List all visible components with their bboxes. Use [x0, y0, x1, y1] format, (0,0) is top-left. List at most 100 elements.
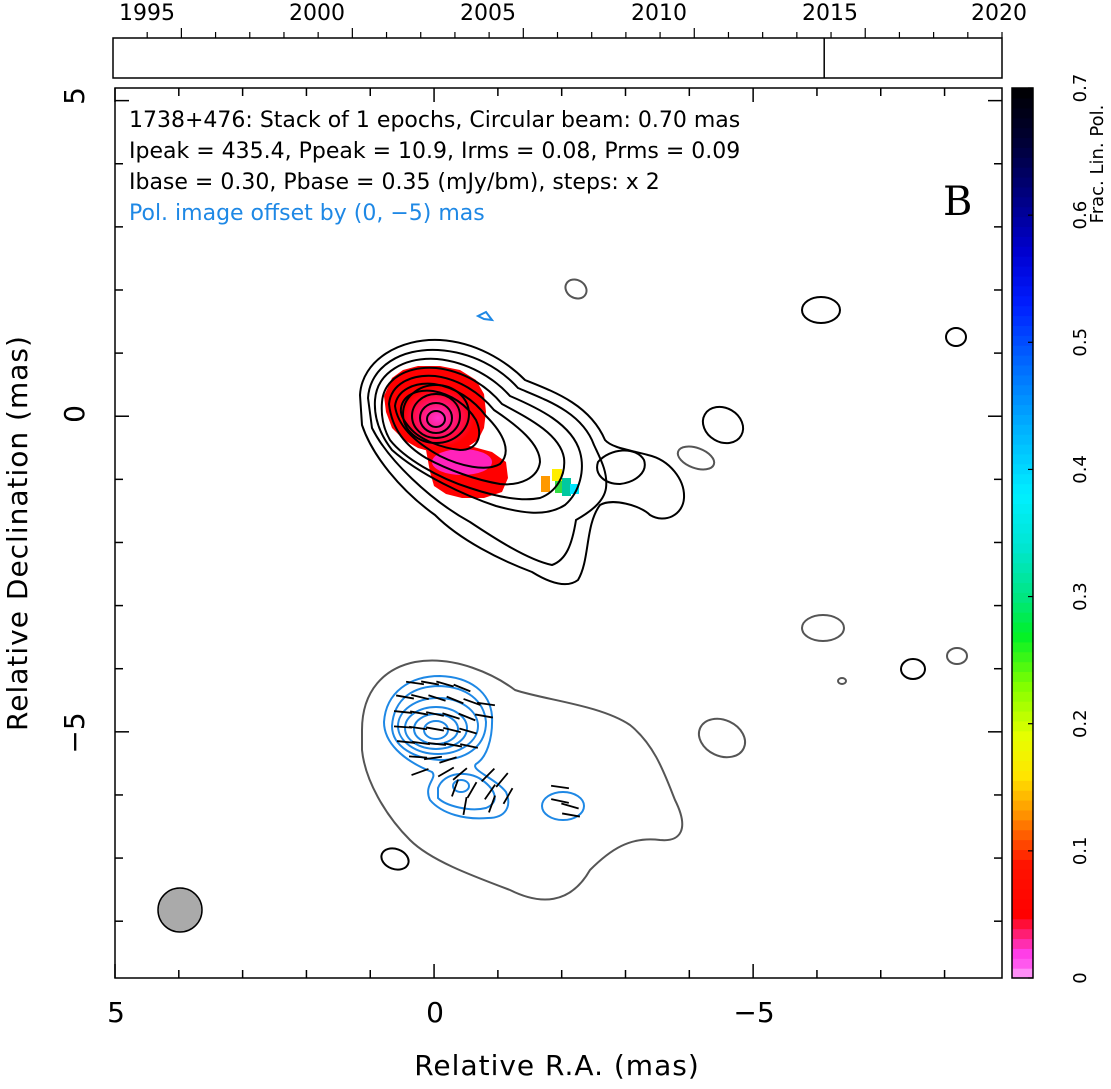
colorbar-band [1012, 661, 1033, 673]
colorbar-band [1012, 473, 1033, 485]
evpa-stick [488, 795, 496, 813]
colorbar-tick-label: 0.4 [1070, 455, 1091, 484]
colorbar-band [1012, 364, 1033, 376]
colorbar-band [1012, 958, 1033, 969]
pol-contour [541, 791, 585, 821]
colorbar-band [1012, 720, 1033, 732]
colorbar-band [1012, 97, 1033, 109]
colorbar-band [1012, 305, 1033, 317]
evpa-stick [405, 680, 425, 686]
colorbar-band [1012, 88, 1033, 99]
colorbar-band [1012, 315, 1033, 326]
timeline-year-2015: 2015 [802, 1, 858, 26]
header-line-3: Ibase = 0.30, Pbase = 0.35 (mJy/bm), ste… [129, 170, 660, 195]
evpa-stick [466, 781, 478, 799]
colorbar-band [1012, 938, 1033, 949]
y-axis-label: Relative Declination (mas) [1, 335, 34, 731]
colorbar-band [1012, 196, 1033, 208]
y-tick-label-5: 5 [58, 87, 91, 105]
evpa-stick [463, 698, 481, 706]
colorbar-gradient [1012, 88, 1033, 979]
evpa-stick [408, 755, 428, 759]
stokes-i-contour [380, 366, 566, 501]
evpa-stick [411, 740, 431, 746]
evpa-stick [393, 725, 413, 729]
colorbar-band [1012, 572, 1033, 584]
stokes-i-contour [373, 357, 583, 514]
timeline-year-2020: 2020 [971, 1, 1027, 26]
stokes-i-island [945, 327, 967, 347]
colorbar-band [1012, 612, 1033, 623]
colorbar-band [1012, 384, 1033, 396]
lowest-contour-island [676, 445, 716, 471]
colorbar-band [1012, 651, 1033, 663]
colorbar-band [1012, 968, 1033, 979]
colorbar-band [1012, 483, 1033, 495]
colorbar-band [1012, 216, 1033, 228]
evpa-stick [452, 767, 468, 781]
lowest-contour-island [801, 614, 845, 642]
evpa-stick [395, 694, 415, 700]
evpa-stick [437, 766, 455, 778]
lowest-contour-island [697, 717, 747, 759]
colorbar-band [1012, 908, 1033, 920]
x-tick-label-minus5: −5 [733, 996, 774, 1029]
colorbar-band [1012, 631, 1033, 643]
colorbar-band [1012, 226, 1033, 237]
colorbar-band [1012, 374, 1033, 386]
colorbar-band [1012, 859, 1033, 870]
lowest-contour-island [564, 278, 588, 300]
colorbar-band [1012, 266, 1033, 277]
colorbar-tick-label: 0.3 [1070, 582, 1091, 611]
map-panel: 1738+476: Stack of 1 epochs, Circular be… [1, 87, 1003, 1082]
evpa-stick [480, 767, 496, 783]
fpol-pixel-cyan [570, 484, 579, 494]
evpa-stick [393, 710, 413, 714]
colorbar-tick-label: 0.6 [1070, 201, 1091, 230]
colorbar-ticks: 0 0.1 0.2 0.3 0.4 0.5 0.6 0.7 [1028, 74, 1091, 984]
evpa-stick [436, 680, 454, 688]
timeline-ticks [146, 28, 1003, 38]
colorbar-tick-label: 0 [1070, 972, 1091, 983]
lowest-contour-island [946, 647, 968, 665]
colorbar-band [1012, 562, 1033, 574]
evpa-stick [561, 802, 579, 810]
stokes-i-contour [402, 384, 470, 444]
colorbar-band [1012, 800, 1033, 811]
evpa-stick [453, 683, 471, 693]
evpa-stick [446, 695, 464, 705]
restoring-beam [157, 887, 203, 933]
colorbar-title: Frac. Lin. Pol. [1087, 105, 1108, 224]
evpa-stick [474, 713, 494, 719]
colorbar-band [1012, 948, 1033, 959]
evpa-stick [409, 710, 429, 716]
colorbar-frame [1011, 87, 1034, 979]
timeline-year-2005: 2005 [460, 1, 516, 26]
colorbar-band [1012, 839, 1033, 851]
colorbar-band [1012, 730, 1033, 742]
colorbar-tick-label: 0.7 [1070, 74, 1091, 103]
colorbar-band [1012, 582, 1033, 593]
colorbar-band [1012, 760, 1033, 771]
colorbar-band [1012, 602, 1033, 613]
stokes-i-island [900, 658, 926, 680]
colorbar-band [1012, 879, 1033, 890]
colorbar-band [1012, 889, 1033, 900]
y-tick-label-0: 0 [58, 405, 91, 423]
evpa-stick [420, 680, 440, 686]
stokes-i-contour [387, 374, 542, 486]
evpa-stick [476, 701, 496, 707]
evpa-stick [425, 726, 445, 732]
pol-contour [423, 720, 449, 740]
stokes-i-contour [426, 410, 446, 428]
pol-contour [475, 310, 495, 322]
colorbar-band [1012, 493, 1033, 504]
evpa-stick [427, 742, 447, 746]
evpa-stick [442, 712, 460, 720]
lowest-contour-island [837, 677, 847, 685]
map-frame [114, 87, 1003, 979]
colorbar-band [1012, 463, 1033, 475]
colorbar-band [1012, 325, 1033, 336]
evpa-stick [428, 694, 446, 702]
colorbar-band [1012, 424, 1033, 435]
